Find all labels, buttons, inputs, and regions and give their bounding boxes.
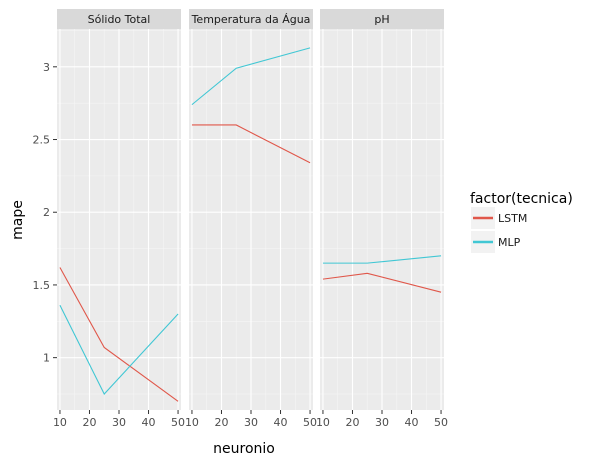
facet-strip (189, 9, 313, 29)
x-tick-label: 10 (53, 416, 67, 429)
x-tick-label: 50 (303, 416, 317, 429)
x-tick-label: 30 (112, 416, 126, 429)
legend-title: factor(tecnica) (470, 191, 573, 207)
x-axis-title: neuronio (213, 441, 275, 457)
facet-strip (57, 9, 181, 29)
x-tick-label: 30 (375, 416, 389, 429)
y-tick-label: 2 (43, 206, 50, 219)
series-line-lstm (59, 267, 179, 402)
x-tick-label: 40 (274, 416, 288, 429)
facet-strip (320, 9, 444, 29)
series-line-mlp (191, 47, 311, 106)
series-line-lstm (191, 124, 311, 164)
x-tick-label: 20 (82, 416, 96, 429)
y-tick-label: 1.5 (33, 279, 51, 292)
x-tick-label: 20 (345, 416, 359, 429)
x-tick-label: 10 (185, 416, 199, 429)
series-line-mlp (322, 255, 442, 264)
x-tick-label: 50 (171, 416, 185, 429)
legend-label: MLP (498, 236, 521, 249)
x-tick-label: 50 (434, 416, 448, 429)
x-tick-label: 30 (244, 416, 258, 429)
y-tick-label: 3 (43, 61, 50, 74)
facet-title: Temperatura da Água (191, 13, 311, 26)
x-tick-label: 10 (316, 416, 330, 429)
series-line-mlp (59, 305, 179, 395)
y-tick-label: 2.5 (33, 134, 51, 147)
x-tick-label: 20 (214, 416, 228, 429)
facet-title: Sólido Total (88, 13, 151, 26)
x-tick-label: 40 (142, 416, 156, 429)
legend-label: LSTM (498, 212, 527, 225)
series-line-lstm (322, 272, 442, 293)
y-axis-title: mape (10, 200, 26, 240)
x-tick-label: 40 (405, 416, 419, 429)
facet-title: pH (374, 13, 389, 26)
y-tick-label: 1 (43, 352, 50, 365)
